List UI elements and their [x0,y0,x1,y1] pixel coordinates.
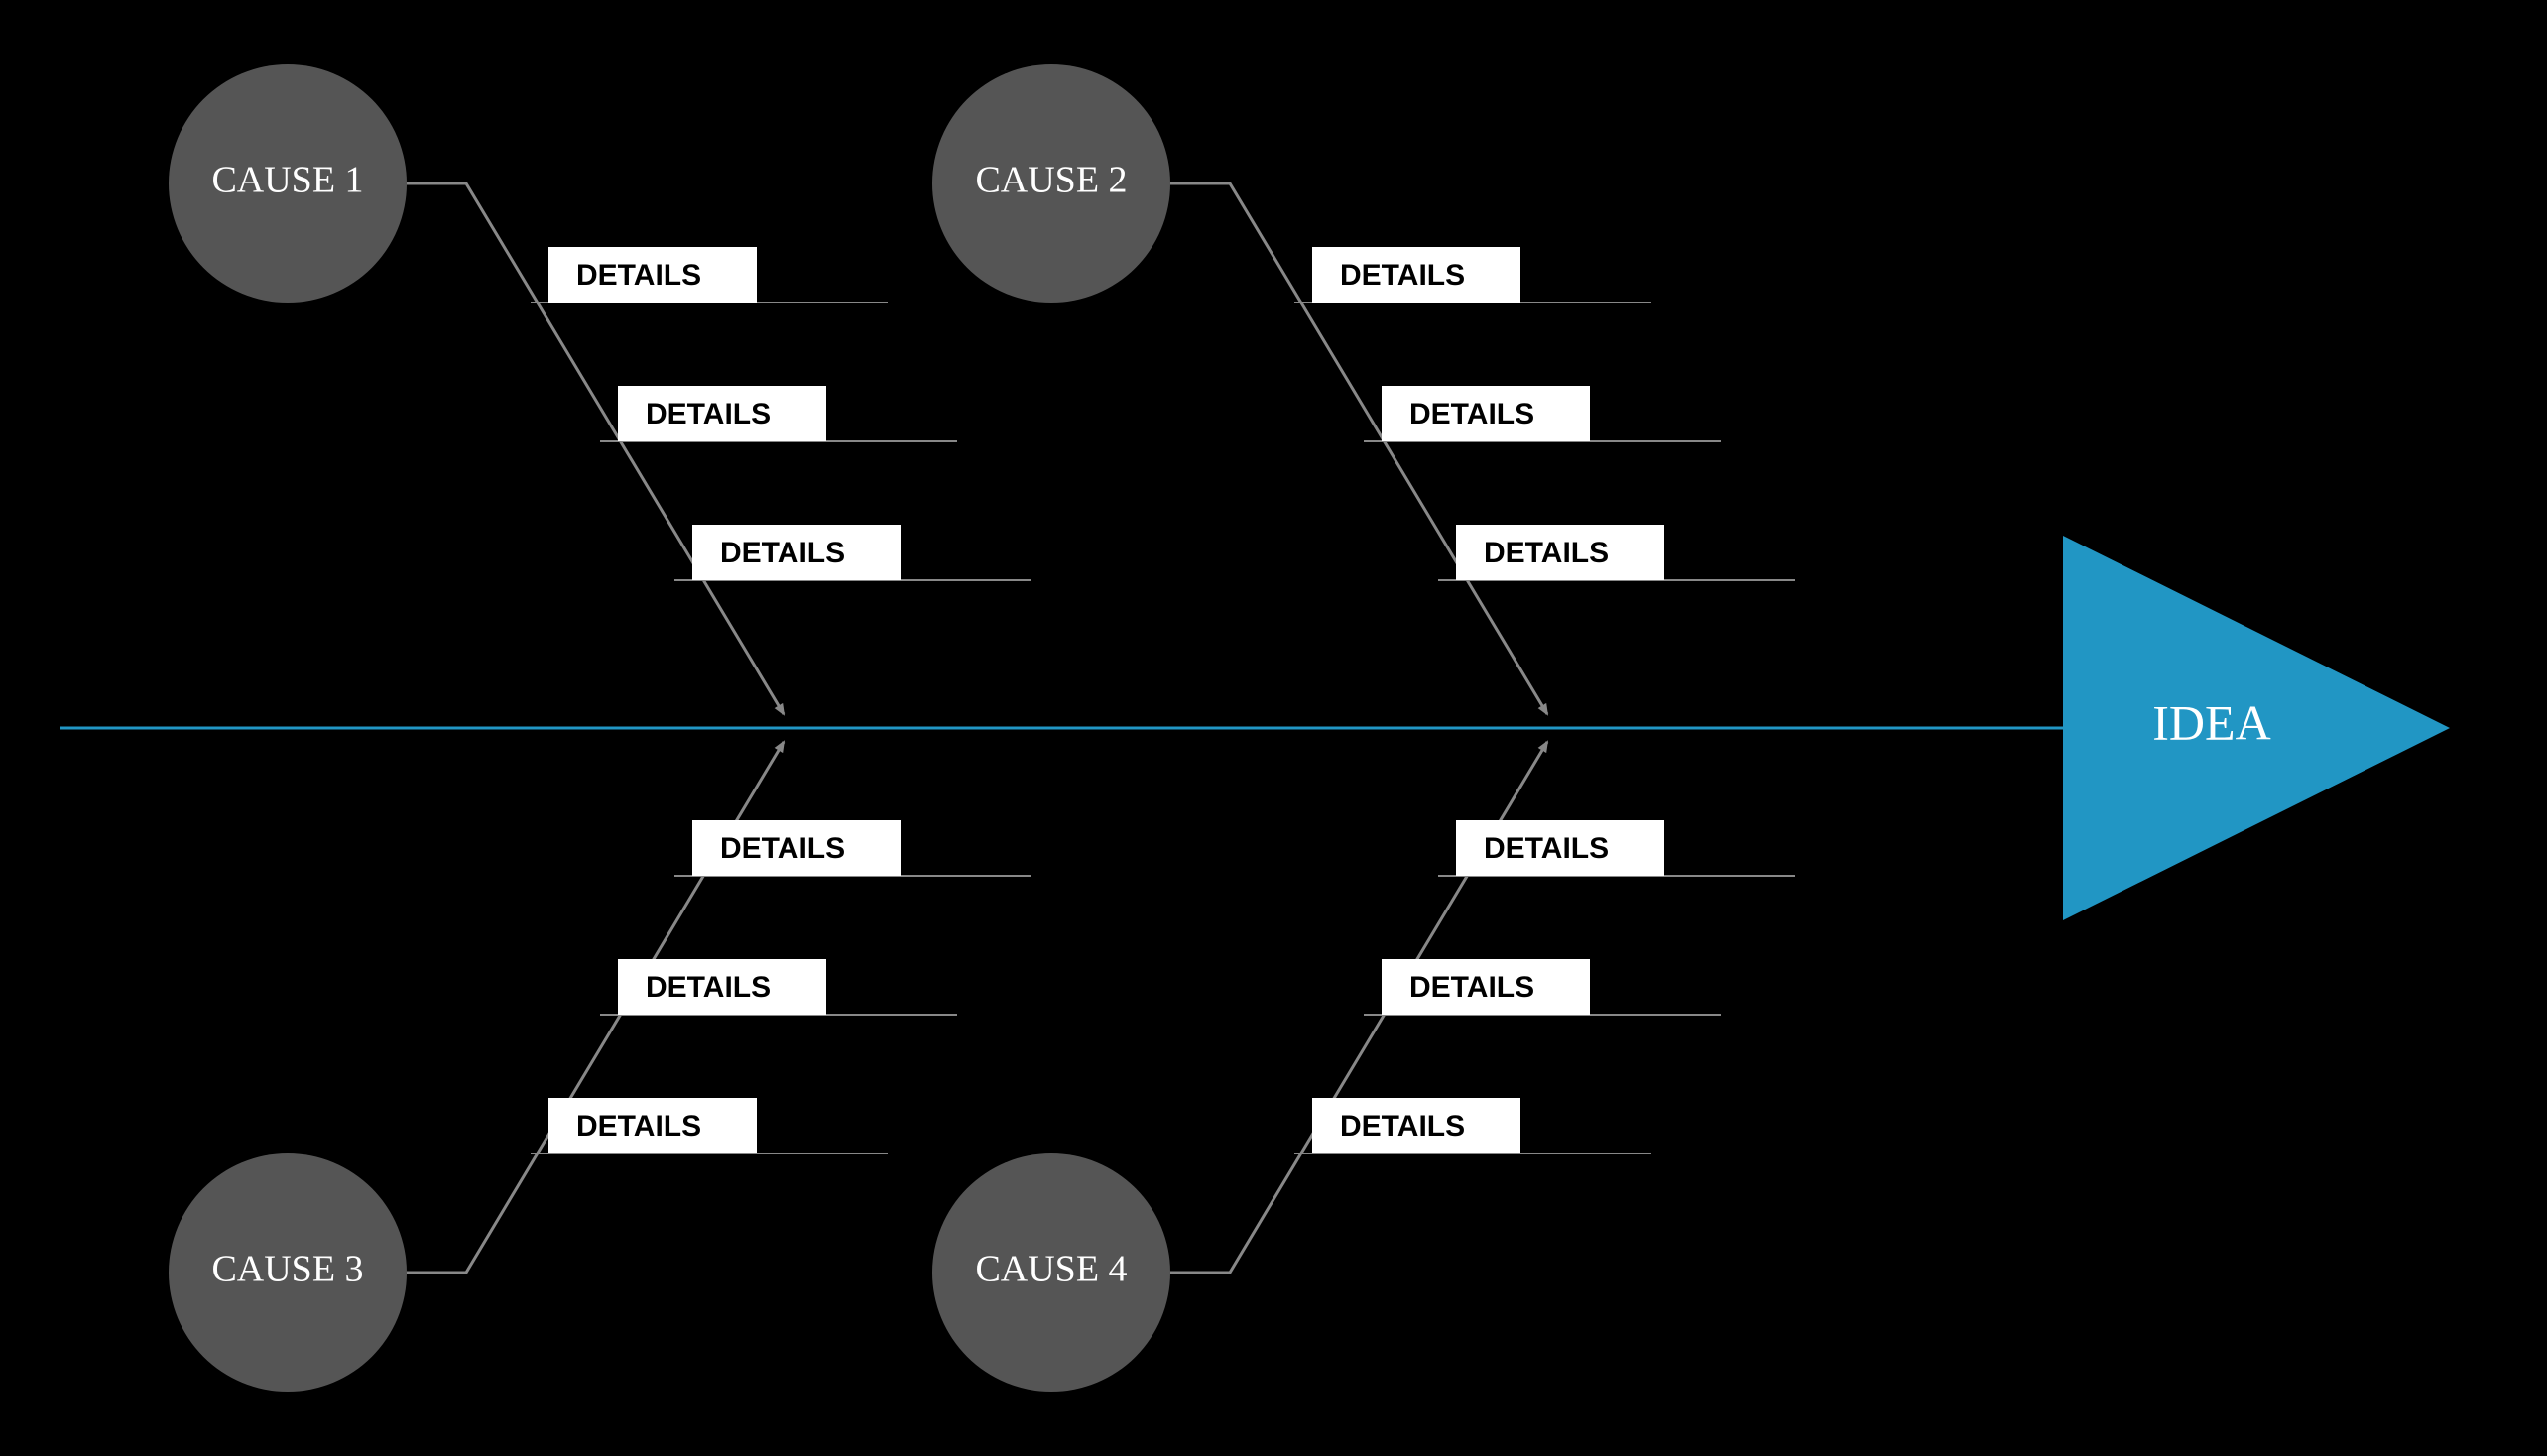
cause4-label: CAUSE 4 [975,1249,1127,1290]
fishbone-diagram: IDEA CAUSE 1 DETAILS DETAILS DETAILS CAUSE 2 D… [0,0,2547,1456]
cause4-detail-label-2: DETAILS [1340,1110,1465,1143]
cause2-label: CAUSE 2 [975,160,1127,201]
cause1-detail-label-0: DETAILS [576,259,701,292]
cause4-detail-label-0: DETAILS [1484,832,1609,865]
cause2-detail-label-2: DETAILS [1484,537,1609,569]
cause1-detail-label-2: DETAILS [720,537,845,569]
cause3-detail-label-2: DETAILS [576,1110,701,1143]
cause1-label: CAUSE 1 [211,160,363,201]
cause2-detail-label-0: DETAILS [1340,259,1465,292]
cause3-label: CAUSE 3 [211,1249,363,1290]
cause4-detail-label-1: DETAILS [1409,971,1534,1004]
cause1-detail-label-1: DETAILS [646,398,771,430]
cause3-detail-label-0: DETAILS [720,832,845,865]
cause3-detail-label-1: DETAILS [646,971,771,1004]
cause2-detail-label-1: DETAILS [1409,398,1534,430]
idea-label: IDEA [2152,694,2270,750]
